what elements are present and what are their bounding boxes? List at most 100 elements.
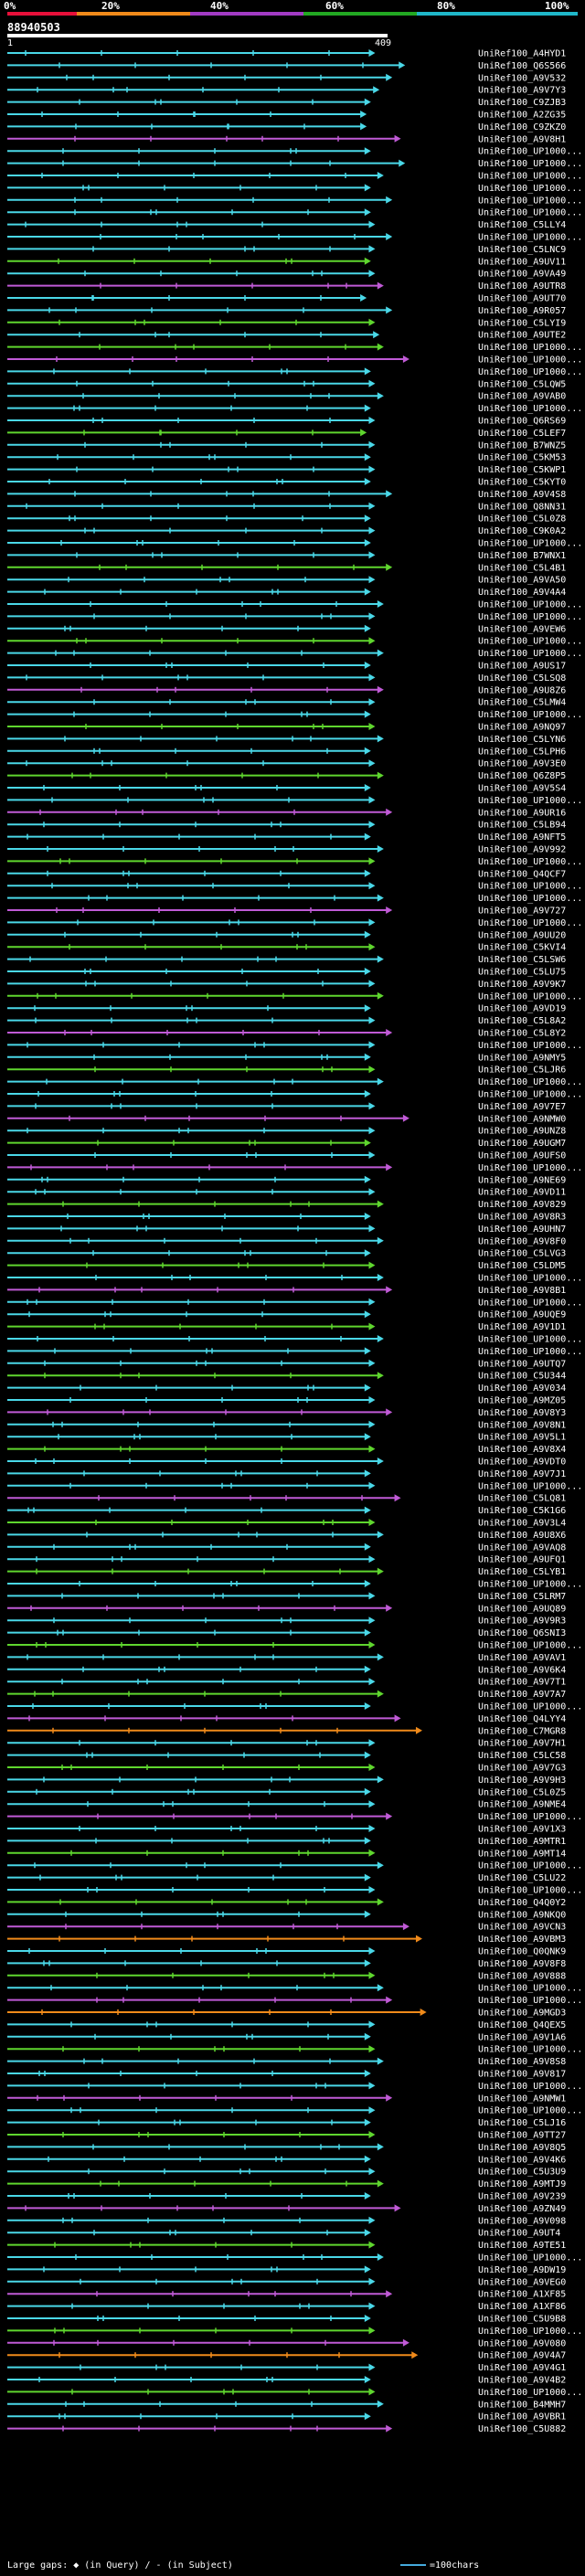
hit-label[interactable]: UniRef100_UP1000... — [478, 1298, 582, 1308]
hit-label[interactable]: UniRef100_UP1000... — [478, 1812, 582, 1822]
hit-label[interactable]: UniRef100_C5LSQ8 — [478, 673, 566, 684]
hit-label[interactable]: UniRef100_A9VDT0 — [478, 1458, 566, 1468]
hit-label[interactable]: UniRef100_UP1000... — [478, 404, 582, 414]
hit-label[interactable]: UniRef100_C9ZKZ0 — [478, 122, 566, 133]
hit-label[interactable]: UniRef100_UP1000... — [478, 1580, 582, 1590]
hit-label[interactable]: UniRef100_C5LJ16 — [478, 2118, 566, 2128]
hit-label[interactable]: UniRef100_C5LQW5 — [478, 379, 566, 389]
hit-label[interactable]: UniRef100_C5LDM5 — [478, 1261, 566, 1271]
hit-label[interactable]: UniRef100_UP1000... — [478, 1996, 582, 2006]
hit-label[interactable]: UniRef100_A9V8H1 — [478, 134, 566, 144]
hit-label[interactable]: UniRef100_A1XF86 — [478, 2302, 566, 2312]
hit-label[interactable]: UniRef100_A9V4K6 — [478, 2155, 566, 2165]
hit-label[interactable]: UniRef100_A9UQ89 — [478, 1604, 566, 1614]
hit-label[interactable]: UniRef100_C5LRM7 — [478, 1592, 566, 1602]
hit-label[interactable]: UniRef100_A9NMW1 — [478, 2094, 566, 2104]
hit-label[interactable]: UniRef100_A9V7A7 — [478, 1690, 566, 1700]
hit-label[interactable]: UniRef100_A9ZN49 — [478, 2204, 566, 2214]
hit-label[interactable]: UniRef100_A9V7E7 — [478, 1102, 566, 1112]
hit-label[interactable]: UniRef100_C5LEF7 — [478, 429, 566, 439]
hit-label[interactable]: UniRef100_C5L8Y2 — [478, 1029, 566, 1039]
hit-label[interactable]: UniRef100_UP1000... — [478, 612, 582, 622]
hit-label[interactable]: UniRef100_UP1000... — [478, 343, 582, 353]
hit-label[interactable]: UniRef100_A9V8S8 — [478, 2057, 566, 2067]
hit-label[interactable]: UniRef100_C5L4B1 — [478, 563, 566, 573]
hit-label[interactable]: UniRef100_A9UHN7 — [478, 1224, 566, 1235]
hit-label[interactable]: UniRef100_A9V9K7 — [478, 980, 566, 990]
hit-label[interactable]: UniRef100_A9V9R3 — [478, 1617, 566, 1627]
hit-label[interactable]: UniRef100_UP1000... — [478, 184, 582, 194]
hit-label[interactable]: UniRef100_A9V4S8 — [478, 490, 566, 500]
hit-label[interactable]: UniRef100_UP1000... — [478, 2082, 582, 2092]
hit-label[interactable]: UniRef100_A9V8X4 — [478, 1445, 566, 1455]
hit-label[interactable]: UniRef100_UP1000... — [478, 882, 582, 892]
hit-label[interactable]: UniRef100_A9V532 — [478, 73, 566, 83]
hit-label[interactable]: UniRef100_A9US17 — [478, 662, 566, 672]
hit-label[interactable]: UniRef100_C5L8A2 — [478, 1016, 566, 1026]
hit-label[interactable]: UniRef100_UP1000... — [478, 894, 582, 904]
hit-label[interactable]: UniRef100_C5LB94 — [478, 821, 566, 831]
hit-label[interactable]: UniRef100_C5LYB1 — [478, 1567, 566, 1577]
hit-label[interactable]: UniRef100_C5LNC9 — [478, 245, 566, 255]
hit-label[interactable]: UniRef100_UP1000... — [478, 710, 582, 720]
hit-label[interactable]: UniRef100_UP1000... — [478, 600, 582, 610]
hit-label[interactable]: UniRef100_A9V8F0 — [478, 1236, 566, 1246]
hit-label[interactable]: UniRef100_A9VCN3 — [478, 1923, 566, 1933]
hit-label[interactable]: UniRef100_UP1000... — [478, 196, 582, 206]
hit-label[interactable]: UniRef100_UP1000... — [478, 172, 582, 182]
hit-label[interactable]: UniRef100_A9V7H1 — [478, 1739, 566, 1749]
hit-label[interactable]: UniRef100_A9V7G3 — [478, 1764, 566, 1774]
hit-label[interactable]: UniRef100_A9UFS0 — [478, 1151, 566, 1161]
hit-label[interactable]: UniRef100_UP1000... — [478, 539, 582, 549]
hit-label[interactable]: UniRef100_UP1000... — [478, 857, 582, 867]
hit-label[interactable]: UniRef100_UP1000... — [478, 367, 582, 377]
hit-label[interactable]: UniRef100_A9VAQ8 — [478, 1542, 566, 1553]
hit-label[interactable]: UniRef100_A9V829 — [478, 1200, 566, 1210]
hit-label[interactable]: UniRef100_A9V5S4 — [478, 784, 566, 794]
hit-label[interactable]: UniRef100_UP1000... — [478, 1163, 582, 1173]
hit-label[interactable]: UniRef100_C5LC58 — [478, 1751, 566, 1761]
hit-label[interactable]: UniRef100_A9V1A6 — [478, 2032, 566, 2042]
hit-label[interactable]: UniRef100_UP1000... — [478, 233, 582, 243]
hit-label[interactable]: UniRef100_A9V7J1 — [478, 1469, 566, 1479]
hit-label[interactable]: UniRef100_A9TE51 — [478, 2241, 566, 2251]
hit-label[interactable]: UniRef100_UP1000... — [478, 1041, 582, 1051]
hit-label[interactable]: UniRef100_A9V992 — [478, 845, 566, 855]
hit-label[interactable]: UniRef100_A9MZ05 — [478, 1396, 566, 1406]
hit-label[interactable]: UniRef100_A9VD19 — [478, 1004, 566, 1014]
hit-label[interactable]: UniRef100_A9U8Z6 — [478, 685, 566, 695]
hit-label[interactable]: UniRef100_A9U8X6 — [478, 1531, 566, 1541]
hit-label[interactable]: UniRef100_A9V8B1 — [478, 1286, 566, 1296]
hit-label[interactable]: UniRef100_A9V6K4 — [478, 1665, 566, 1675]
hit-label[interactable]: UniRef100_A9MTR1 — [478, 1837, 566, 1847]
hit-label[interactable]: UniRef100_A9V888 — [478, 1971, 566, 1981]
hit-label[interactable]: UniRef100_A9UNZ8 — [478, 1127, 566, 1137]
hit-label[interactable]: UniRef100_A9VAV1 — [478, 1653, 566, 1663]
hit-label[interactable]: UniRef100_A1XF85 — [478, 2290, 566, 2300]
hit-label[interactable]: UniRef100_C5KM53 — [478, 453, 566, 463]
hit-label[interactable]: UniRef100_Q6S566 — [478, 61, 566, 71]
hit-label[interactable]: UniRef100_C5LU22 — [478, 1873, 566, 1883]
hit-label[interactable]: UniRef100_A9NFT5 — [478, 832, 566, 843]
hit-label[interactable]: UniRef100_C5U3U9 — [478, 2168, 566, 2178]
hit-label[interactable]: UniRef100_A9V080 — [478, 2338, 566, 2348]
hit-label[interactable]: UniRef100_A9VA50 — [478, 576, 566, 586]
hit-label[interactable]: UniRef100_A9V4A7 — [478, 2351, 566, 2361]
hit-label[interactable]: UniRef100_A9V8Q5 — [478, 2143, 566, 2153]
hit-label[interactable]: UniRef100_UP1000... — [478, 649, 582, 659]
hit-label[interactable]: UniRef100_Q8NN31 — [478, 502, 566, 512]
hit-label[interactable]: UniRef100_A9MT14 — [478, 1849, 566, 1859]
hit-label[interactable]: UniRef100_A9V239 — [478, 2192, 566, 2202]
hit-label[interactable]: UniRef100_C5LPH6 — [478, 747, 566, 757]
hit-label[interactable]: UniRef100_A9V8F8 — [478, 1959, 566, 1969]
hit-label[interactable]: UniRef100_A9UTQ7 — [478, 1359, 566, 1369]
hit-label[interactable]: UniRef100_C5LSW6 — [478, 955, 566, 965]
hit-label[interactable]: UniRef100_A9V1D1 — [478, 1322, 566, 1332]
hit-label[interactable]: UniRef100_C5U882 — [478, 2424, 566, 2434]
hit-label[interactable]: UniRef100_A2ZG35 — [478, 111, 566, 121]
hit-label[interactable]: UniRef100_A9V7T1 — [478, 1678, 566, 1688]
hit-label[interactable]: UniRef100_UP1000... — [478, 1274, 582, 1284]
hit-label[interactable]: UniRef100_A9MTJ9 — [478, 2179, 566, 2189]
hit-label[interactable]: UniRef100_C5LQ81 — [478, 1494, 566, 1504]
hit-label[interactable]: UniRef100_C5KYT0 — [478, 478, 566, 488]
